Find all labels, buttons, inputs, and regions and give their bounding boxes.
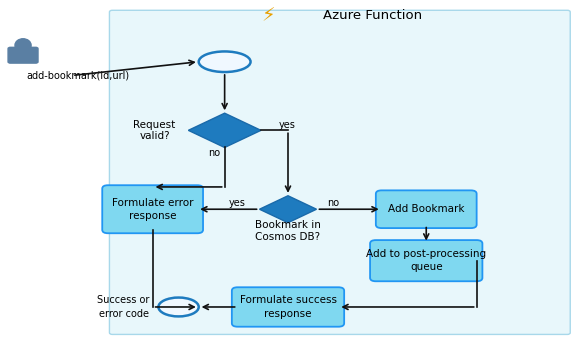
Ellipse shape [158, 298, 199, 316]
Ellipse shape [15, 39, 31, 52]
Text: Bookmark in
Cosmos DB?: Bookmark in Cosmos DB? [255, 221, 321, 242]
Text: no: no [327, 198, 339, 208]
Text: ⚡: ⚡ [261, 6, 275, 25]
Text: yes: yes [228, 198, 245, 208]
Text: Azure Function: Azure Function [323, 9, 422, 22]
FancyBboxPatch shape [8, 47, 38, 63]
Polygon shape [188, 113, 261, 147]
Text: Add Bookmark: Add Bookmark [388, 204, 464, 214]
Text: Add to post-processing
queue: Add to post-processing queue [366, 249, 486, 272]
Text: Formulate error
response: Formulate error response [112, 198, 194, 221]
Text: yes: yes [278, 120, 295, 130]
Text: no: no [208, 147, 221, 158]
FancyBboxPatch shape [232, 287, 344, 327]
FancyBboxPatch shape [370, 240, 482, 281]
Text: Request
valid?: Request valid? [134, 120, 176, 141]
Ellipse shape [199, 51, 251, 72]
Text: Success or
error code: Success or error code [97, 295, 150, 319]
FancyBboxPatch shape [109, 10, 570, 334]
FancyBboxPatch shape [376, 190, 476, 228]
Text: Formulate success
response: Formulate success response [240, 295, 336, 319]
Polygon shape [259, 196, 317, 223]
Text: add-bookmark(id,url): add-bookmark(id,url) [26, 70, 129, 81]
FancyBboxPatch shape [103, 185, 203, 233]
